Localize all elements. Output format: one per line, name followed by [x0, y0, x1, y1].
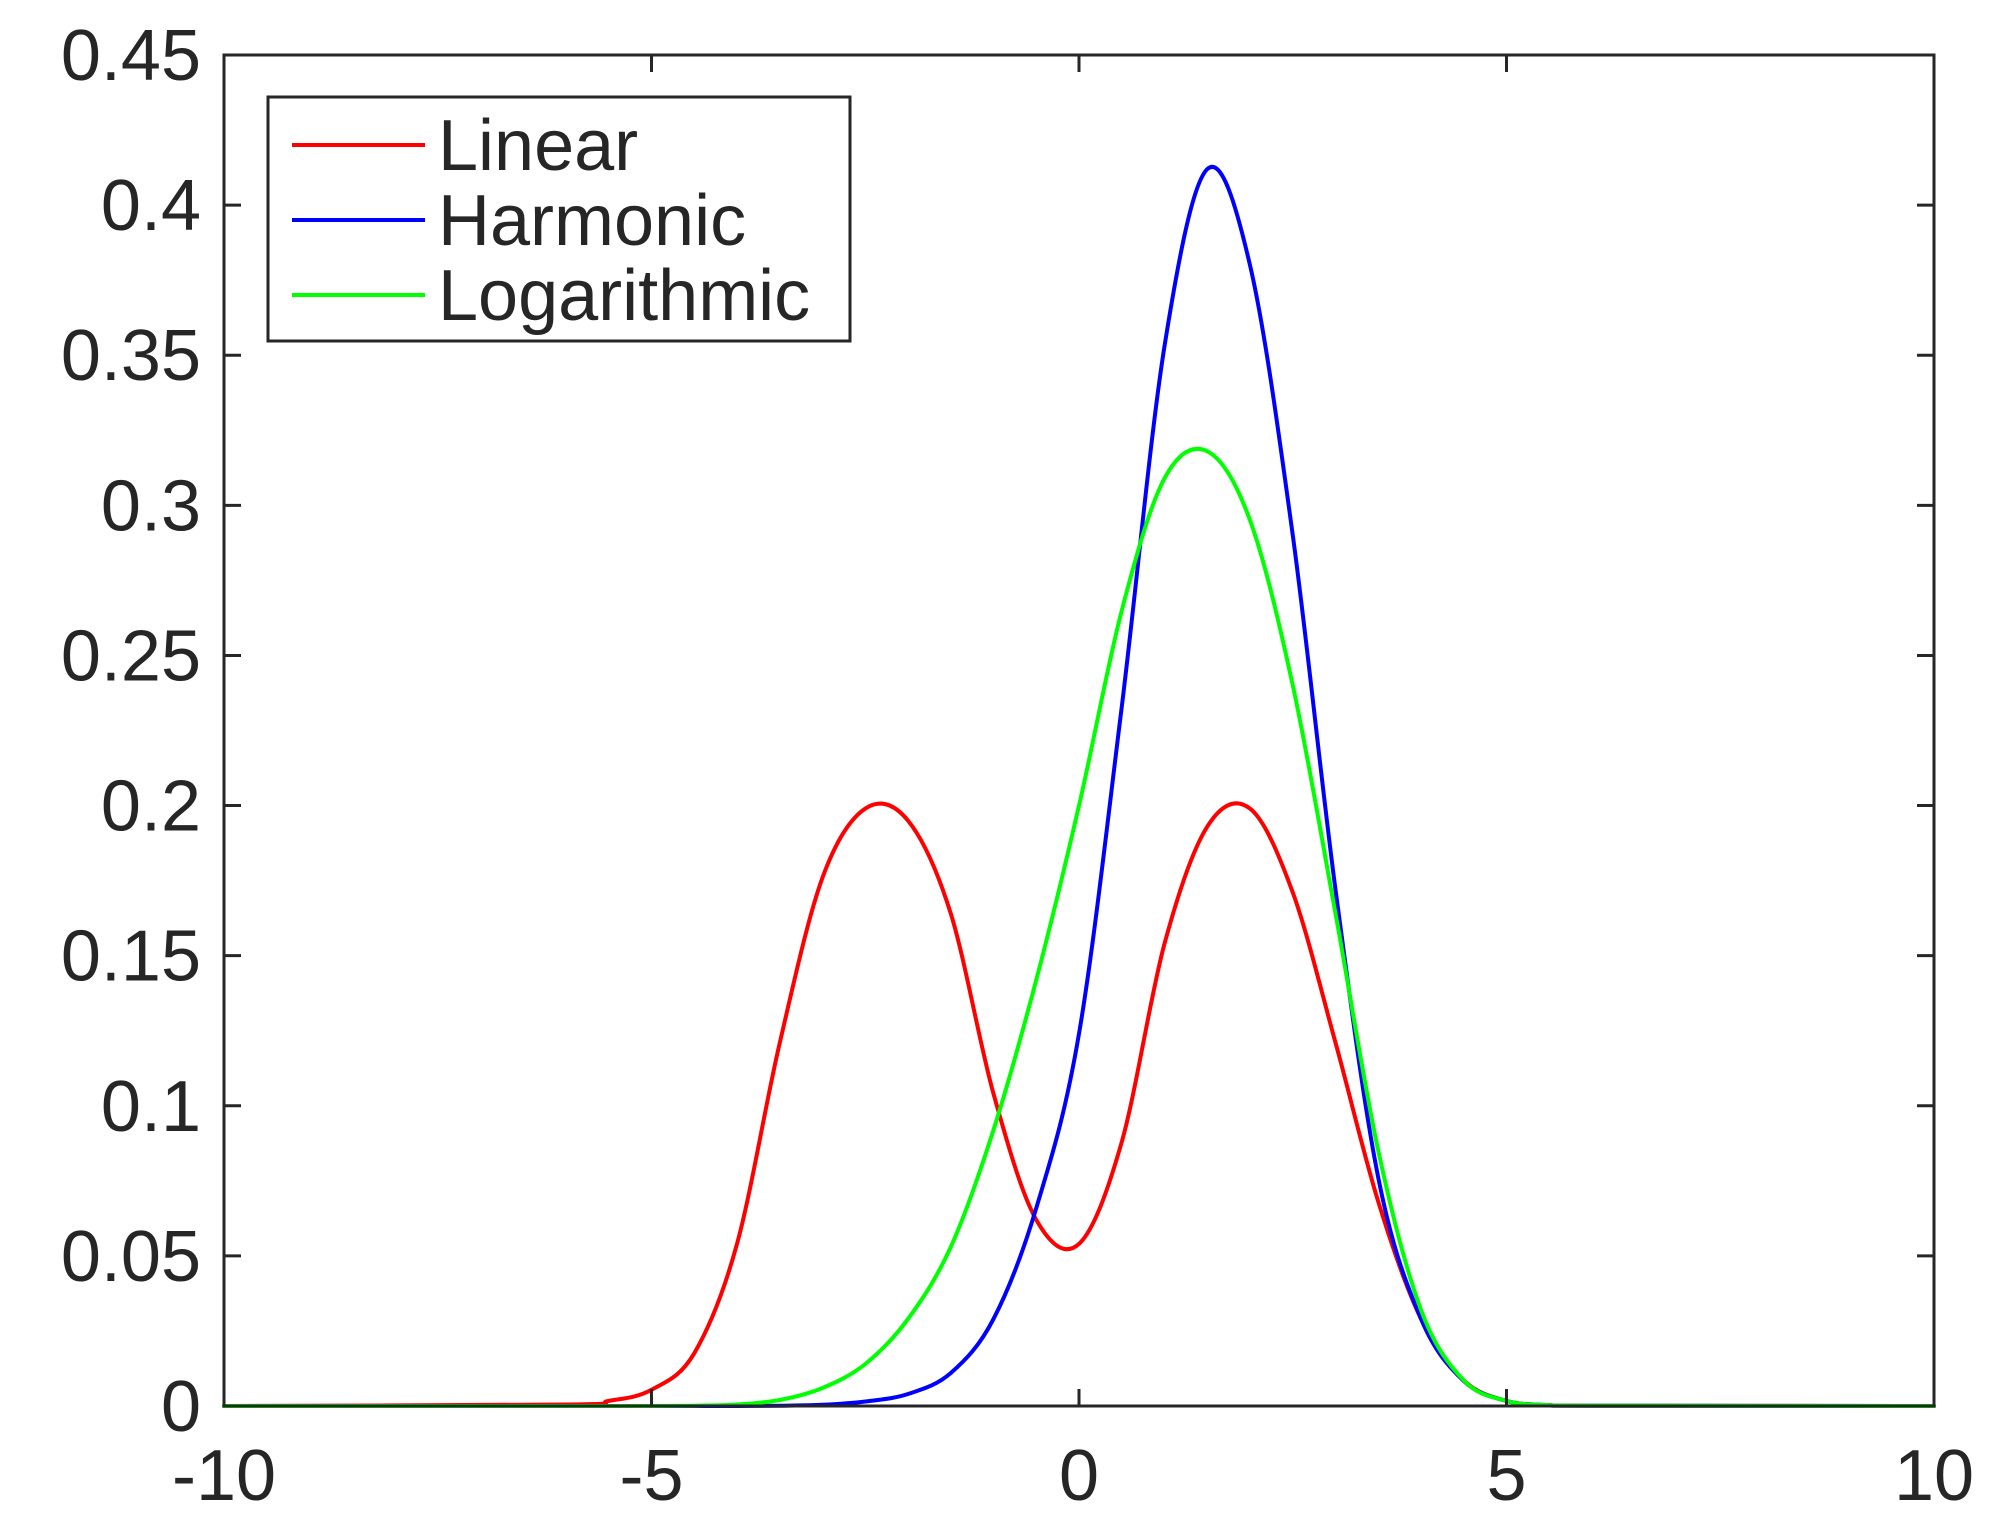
y-tick-label: 0: [161, 1367, 201, 1447]
axes-layer: -10 -5 0 5 10 0 0.05 0.1 0.15 0.2 0.25 0.3 0.35 0.4 0.…: [61, 16, 1974, 1516]
x-tick-label: 0: [1059, 1436, 1099, 1515]
legend-label-logarithmic: Logarithmic: [438, 256, 810, 336]
legend-label-harmonic: Harmonic: [438, 181, 746, 261]
y-tick-label: 0.15: [61, 917, 201, 997]
y-tick-label: 0.45: [61, 16, 201, 96]
y-tick-label: 0.2: [101, 767, 201, 847]
x-tick-label: -5: [619, 1436, 683, 1515]
y-tick-label: 0.4: [101, 166, 201, 246]
y-tick-label: 0.25: [61, 616, 201, 696]
y-tick-label: 0.35: [61, 316, 201, 396]
y-tick-label: 0.3: [101, 466, 201, 546]
y-tick-label: 0.05: [61, 1217, 201, 1297]
x-tick-label: -10: [172, 1436, 276, 1515]
x-tick-label: 5: [1486, 1436, 1526, 1515]
y-tick-label: 0.1: [101, 1067, 201, 1147]
legend-label-linear: Linear: [438, 106, 638, 186]
x-tick-label: 10: [1894, 1436, 1974, 1515]
